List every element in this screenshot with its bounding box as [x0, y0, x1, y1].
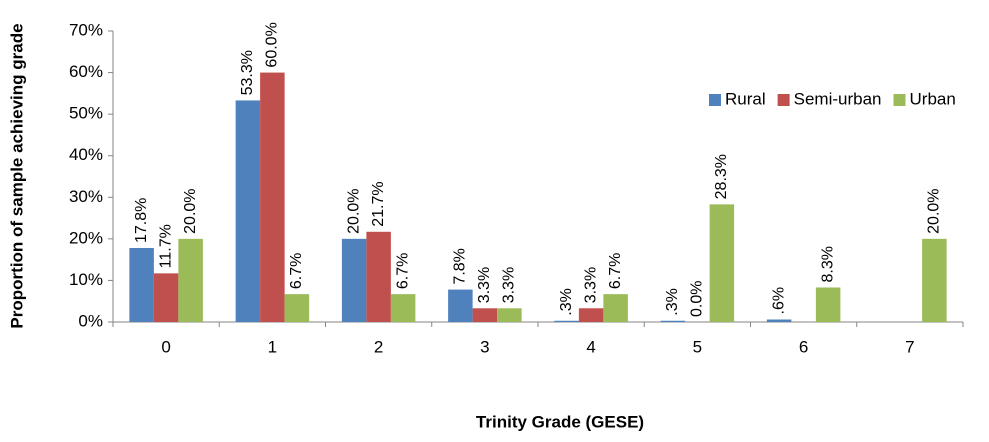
value-label: 11.7% — [157, 224, 174, 268]
bar — [129, 248, 154, 322]
value-label: 20.0% — [345, 188, 362, 233]
y-tick-label: 40% — [69, 145, 103, 164]
value-label: 3.3% — [582, 267, 599, 303]
value-label: .3% — [558, 288, 575, 316]
x-tick-label: 2 — [374, 337, 383, 356]
bar — [472, 308, 498, 322]
bar — [815, 287, 841, 322]
value-label: 60.0% — [264, 22, 281, 67]
y-tick-label: 10% — [69, 270, 103, 289]
value-label: .3% — [664, 288, 681, 316]
value-label: 6.7% — [607, 253, 624, 289]
y-tick-label: 50% — [69, 104, 103, 123]
bar — [603, 294, 628, 322]
bar — [366, 231, 391, 322]
value-label: 0.0% — [689, 281, 706, 317]
legend-label: Urban — [910, 89, 956, 108]
y-tick-label: 20% — [69, 228, 103, 247]
bar — [766, 319, 792, 322]
y-tick-label: 70% — [69, 20, 103, 39]
value-label: 53.3% — [239, 50, 256, 95]
bar — [709, 204, 735, 322]
bar — [660, 320, 686, 322]
bar — [390, 294, 416, 322]
bar — [284, 294, 310, 322]
x-tick-label: 3 — [480, 337, 489, 356]
x-tick-label: 7 — [905, 337, 914, 356]
legend-label: Semi-urban — [794, 89, 882, 108]
value-label: 20.0% — [182, 188, 199, 233]
value-label: 7.8% — [452, 248, 469, 284]
value-label: 6.7% — [288, 253, 305, 289]
value-label: 17.8% — [133, 198, 150, 243]
y-axis-title: Proportion of sample achieving grade — [7, 23, 26, 328]
x-tick-label: 1 — [268, 337, 277, 356]
legend-swatch — [777, 94, 790, 106]
bar — [260, 72, 285, 322]
y-tick-label: 0% — [78, 311, 103, 330]
bar — [578, 308, 604, 322]
x-tick-label: 0 — [161, 337, 170, 356]
value-label: 6.7% — [394, 253, 411, 289]
bar — [235, 100, 261, 322]
legend-swatch — [893, 94, 906, 106]
x-axis-title: Trinity Grade (GESE) — [476, 412, 644, 431]
bar — [497, 308, 522, 322]
y-tick-label: 60% — [69, 62, 103, 81]
value-label: 21.7% — [370, 181, 387, 226]
bar — [178, 238, 203, 322]
value-label: 8.3% — [819, 246, 836, 282]
value-label: 3.3% — [476, 267, 493, 303]
value-label: 3.3% — [501, 267, 518, 303]
value-label: 20.0% — [926, 188, 943, 233]
x-tick-label: 5 — [693, 337, 702, 356]
bar — [448, 289, 473, 322]
legend-label: Rural — [725, 89, 766, 108]
legend-swatch — [709, 94, 721, 106]
x-tick-label: 6 — [799, 337, 808, 356]
y-tick-label: 30% — [69, 187, 103, 206]
x-tick-label: 4 — [586, 337, 595, 356]
bar — [341, 238, 367, 322]
value-label: 28.3% — [713, 154, 730, 199]
value-label: .6% — [770, 287, 787, 315]
bar — [153, 273, 179, 322]
bar — [922, 238, 947, 322]
bar — [554, 320, 579, 322]
